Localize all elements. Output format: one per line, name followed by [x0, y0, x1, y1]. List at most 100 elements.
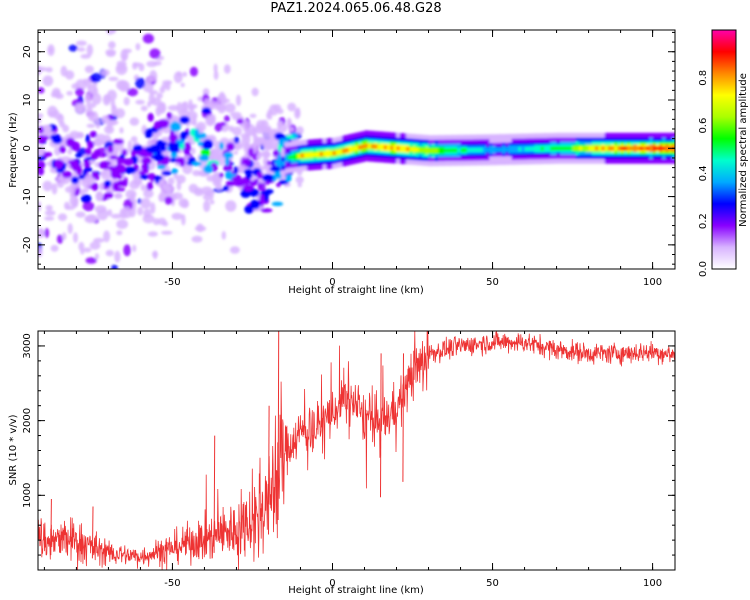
- heatmap-cell: [51, 183, 58, 195]
- colorbar: [711, 29, 737, 270]
- heatmap-cell: [114, 108, 126, 119]
- heatmap-cell: [463, 148, 468, 153]
- heatmap-cell: [98, 171, 108, 176]
- heatmap-cell: [675, 146, 679, 150]
- heatmap-cell: [486, 147, 490, 152]
- heatmap-cell: [65, 205, 76, 210]
- heatmap-cell: [76, 147, 88, 155]
- heatmap-cell: [161, 136, 172, 141]
- heatmap-x-tick-label: 0: [329, 277, 335, 288]
- heatmap-cell: [78, 241, 85, 252]
- heatmap-cell: [103, 230, 111, 243]
- heatmap-cell: [345, 148, 350, 153]
- heatmap-cell: [108, 76, 119, 81]
- heatmap-cell: [297, 154, 302, 158]
- heatmap-cell: [265, 180, 270, 185]
- snr-y-tick-label: 1000: [22, 483, 33, 508]
- snr-spike: [50, 498, 52, 556]
- heatmap-cell: [130, 136, 138, 143]
- heatmap-cell: [203, 98, 211, 110]
- heatmap-cell: [284, 156, 289, 160]
- heatmap-x-axis-label: Height of straight line (km): [288, 285, 424, 296]
- heatmap-cell: [213, 63, 218, 73]
- heatmap-cell: [297, 183, 302, 188]
- heatmap-cell: [289, 126, 294, 132]
- heatmap-cell: [93, 86, 99, 96]
- heatmap-cell: [75, 211, 86, 218]
- heatmap-cell: [38, 65, 42, 76]
- snr-spike: [91, 506, 94, 559]
- heatmap-cell: [156, 92, 163, 99]
- heatmap-cell: [296, 126, 304, 135]
- heatmap-cell: [223, 152, 234, 159]
- heatmap-cell: [633, 146, 638, 151]
- heatmap-cell: [473, 148, 478, 152]
- heatmap-cell: [364, 143, 369, 148]
- heatmap-cell: [224, 115, 230, 122]
- heatmap-cell: [251, 126, 257, 137]
- heatmap-cell: [159, 86, 166, 94]
- heatmap-cell: [90, 152, 99, 160]
- heatmap-cell: [70, 141, 81, 151]
- heatmap-cell: [91, 171, 98, 179]
- heatmap-cell: [61, 232, 67, 241]
- heatmap-cell: [245, 173, 252, 180]
- heatmap-cell: [479, 148, 484, 152]
- heatmap-cell: [547, 146, 551, 151]
- heatmap-cell: [38, 148, 45, 157]
- heatmap-cell: [267, 109, 273, 117]
- heatmap-cell: [189, 66, 198, 77]
- heatmap-cell: [161, 170, 172, 176]
- heatmap-cell: [285, 174, 292, 183]
- heatmap-cell: [127, 88, 138, 97]
- heatmap-cell: [180, 82, 185, 88]
- heatmap-cell: [294, 154, 298, 159]
- heatmap-cell: [276, 182, 281, 188]
- heatmap-cell: [82, 201, 95, 212]
- heatmap-cell: [84, 93, 92, 104]
- heatmap-cell: [38, 117, 42, 124]
- heatmap-cell: [444, 148, 449, 153]
- heatmap-cell: [476, 148, 481, 152]
- heatmap-cell: [114, 250, 121, 263]
- heatmap-cell: [129, 117, 140, 126]
- heatmap-cell: [521, 147, 526, 152]
- snr-x-tick-label: 50: [486, 578, 499, 589]
- heatmap-cell: [257, 182, 264, 191]
- heatmap-cell: [572, 146, 577, 151]
- heatmap-cell: [104, 94, 112, 104]
- heatmap-cell: [82, 188, 89, 193]
- heatmap-cell: [155, 139, 165, 147]
- heatmap-cell: [215, 182, 223, 190]
- heatmap-cell: [38, 246, 43, 258]
- heatmap-cell: [191, 104, 198, 109]
- heatmap-cell: [450, 148, 455, 153]
- heatmap-cell: [627, 146, 631, 151]
- heatmap-cell: [84, 65, 94, 74]
- heatmap-cell: [88, 115, 94, 121]
- heatmap-cell: [649, 146, 654, 151]
- heatmap-cell: [505, 147, 510, 152]
- heatmap-cell: [138, 63, 145, 72]
- snr-x-tick-label: 100: [643, 578, 662, 589]
- heatmap-cell: [58, 176, 64, 181]
- heatmap-cell: [111, 213, 123, 219]
- heatmap-cell: [162, 221, 169, 227]
- heatmap-cell: [65, 186, 74, 193]
- heatmap-cell: [209, 199, 215, 205]
- heatmap-cell: [250, 199, 261, 210]
- heatmap-cell: [249, 180, 257, 187]
- heatmap-cell: [105, 49, 117, 56]
- heatmap-cell: [118, 158, 126, 164]
- heatmap-cell: [220, 122, 226, 127]
- heatmap-cell: [202, 143, 212, 150]
- heatmap-cell: [588, 146, 593, 151]
- heatmap-cell: [272, 149, 280, 157]
- heatmap-cell: [234, 181, 245, 187]
- heatmap-cell: [201, 107, 212, 115]
- snr-spike: [213, 435, 216, 553]
- heatmap-cell: [266, 160, 271, 166]
- heatmap-cell: [287, 102, 297, 112]
- heatmap-cell: [237, 165, 243, 174]
- heatmap-cell: [176, 180, 182, 191]
